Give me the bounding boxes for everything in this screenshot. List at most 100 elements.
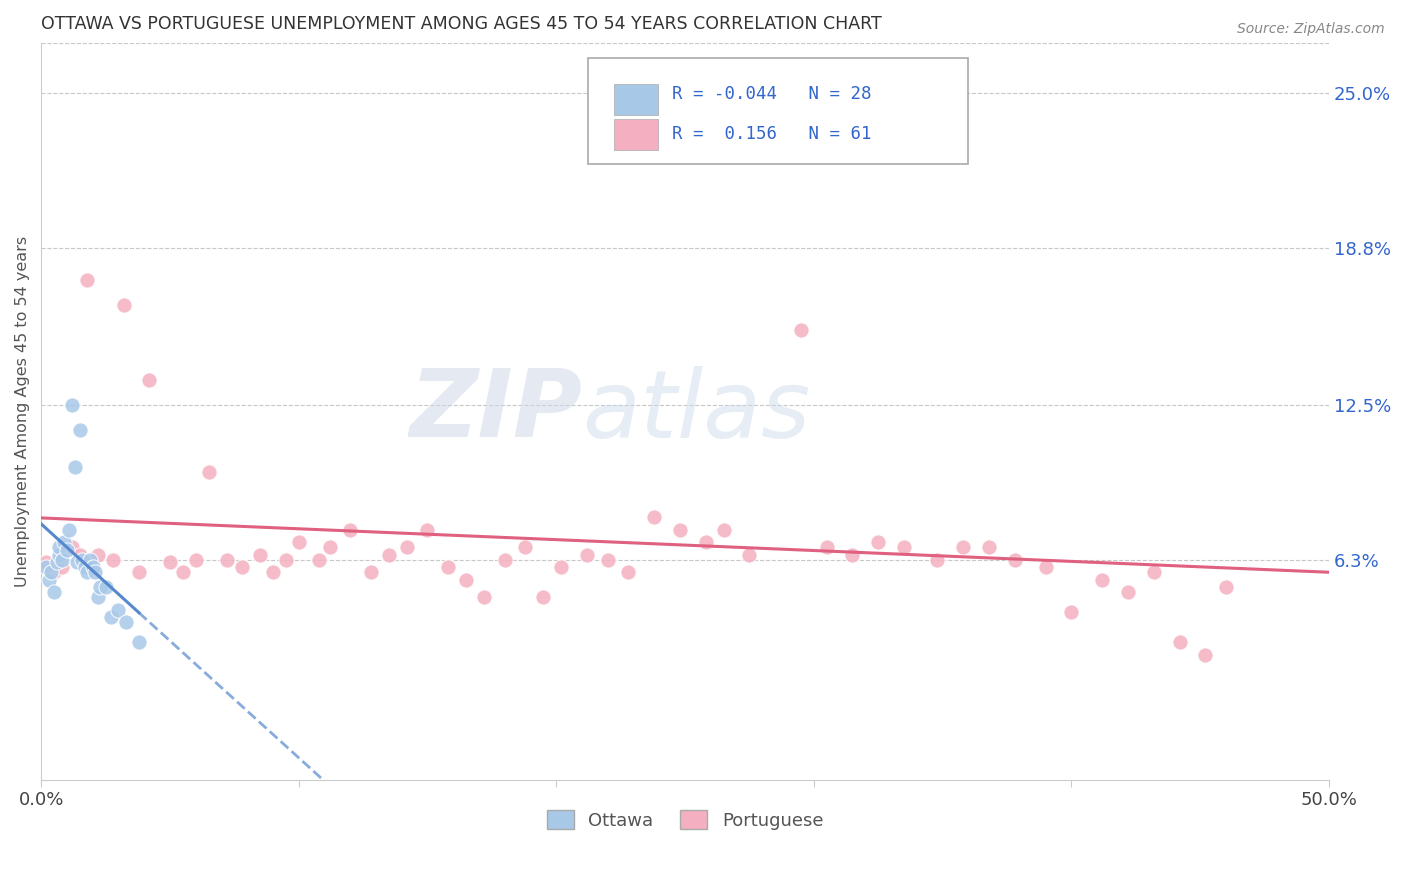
- Point: [1035, 560, 1057, 574]
- Point: [339, 523, 361, 537]
- Point: [927, 553, 949, 567]
- Point: [472, 591, 495, 605]
- Point: [60, 398, 83, 412]
- Point: [952, 541, 974, 555]
- Point: [76, 566, 98, 580]
- Point: [38, 573, 60, 587]
- Point: [841, 548, 863, 562]
- Point: [515, 541, 537, 555]
- Point: [596, 553, 619, 567]
- Point: [977, 541, 1000, 555]
- Text: ZIP: ZIP: [409, 365, 582, 458]
- Point: [53, 535, 76, 549]
- Point: [262, 566, 284, 580]
- Text: R =  0.156   N = 61: R = 0.156 N = 61: [672, 125, 872, 144]
- Y-axis label: Unemployment Among Ages 45 to 54 years: Unemployment Among Ages 45 to 54 years: [15, 235, 30, 587]
- Point: [713, 523, 735, 537]
- Text: OTTAWA VS PORTUGUESE UNEMPLOYMENT AMONG AGES 45 TO 54 YEARS CORRELATION CHART: OTTAWA VS PORTUGUESE UNEMPLOYMENT AMONG …: [41, 15, 882, 33]
- FancyBboxPatch shape: [589, 58, 969, 164]
- Point: [360, 566, 382, 580]
- Point: [669, 523, 692, 537]
- Point: [76, 273, 98, 287]
- Point: [79, 553, 101, 567]
- Point: [790, 323, 813, 337]
- Point: [1091, 573, 1114, 587]
- Point: [41, 566, 63, 580]
- Point: [100, 610, 122, 624]
- Point: [763, 123, 786, 137]
- Point: [1168, 635, 1191, 649]
- Point: [128, 635, 150, 649]
- Point: [287, 535, 309, 549]
- Point: [815, 541, 838, 555]
- FancyBboxPatch shape: [614, 119, 658, 150]
- Point: [112, 298, 135, 312]
- Point: [308, 553, 330, 567]
- Point: [128, 566, 150, 580]
- Point: [35, 555, 58, 569]
- Point: [48, 548, 70, 562]
- Point: [531, 591, 554, 605]
- Point: [94, 580, 117, 594]
- FancyBboxPatch shape: [614, 84, 658, 115]
- Point: [87, 548, 110, 562]
- Point: [184, 553, 207, 567]
- Point: [494, 553, 516, 567]
- Point: [1116, 585, 1139, 599]
- Point: [51, 560, 73, 574]
- Point: [82, 560, 104, 574]
- Point: [63, 460, 86, 475]
- Point: [893, 541, 915, 555]
- Point: [84, 566, 107, 580]
- Point: [69, 423, 91, 437]
- Point: [42, 566, 65, 580]
- Point: [45, 555, 67, 569]
- Point: [1194, 648, 1216, 662]
- Point: [103, 553, 125, 567]
- Point: [454, 573, 477, 587]
- Point: [576, 548, 599, 562]
- Text: atlas: atlas: [582, 366, 810, 457]
- Point: [868, 535, 890, 549]
- Point: [197, 466, 219, 480]
- Point: [48, 541, 70, 555]
- Point: [60, 541, 83, 555]
- Point: [395, 541, 418, 555]
- Point: [231, 560, 253, 574]
- Text: Source: ZipAtlas.com: Source: ZipAtlas.com: [1237, 22, 1385, 37]
- Point: [550, 560, 572, 574]
- Point: [159, 555, 181, 569]
- Point: [56, 542, 79, 557]
- Point: [72, 553, 94, 567]
- Point: [215, 553, 238, 567]
- Point: [249, 548, 271, 562]
- Point: [73, 560, 96, 574]
- Point: [107, 603, 129, 617]
- Point: [66, 555, 89, 569]
- Point: [172, 566, 194, 580]
- Point: [69, 548, 91, 562]
- Point: [695, 535, 717, 549]
- Point: [1060, 605, 1083, 619]
- Point: [58, 523, 80, 537]
- Point: [35, 560, 58, 574]
- Point: [138, 373, 160, 387]
- Point: [51, 553, 73, 567]
- Point: [42, 585, 65, 599]
- Point: [738, 548, 761, 562]
- Text: R = -0.044   N = 28: R = -0.044 N = 28: [672, 85, 872, 103]
- Point: [437, 560, 460, 574]
- Point: [1215, 580, 1237, 594]
- Point: [87, 591, 110, 605]
- Point: [274, 553, 297, 567]
- Point: [115, 615, 138, 630]
- Point: [617, 566, 640, 580]
- Legend: Ottawa, Portuguese: Ottawa, Portuguese: [540, 803, 831, 837]
- Point: [378, 548, 401, 562]
- Point: [416, 523, 439, 537]
- Point: [318, 541, 340, 555]
- Point: [89, 580, 111, 594]
- Point: [643, 510, 665, 524]
- Point: [1143, 566, 1166, 580]
- Point: [1004, 553, 1026, 567]
